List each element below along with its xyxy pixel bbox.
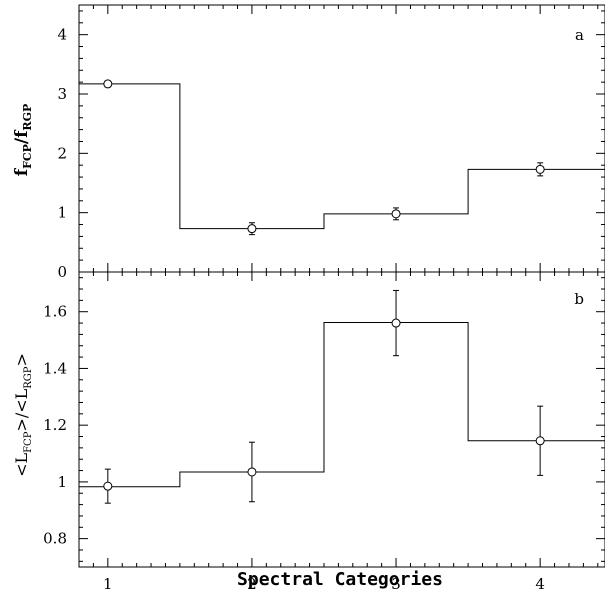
x-tick-label: 2 (247, 575, 257, 592)
x-tick-label: 1 (103, 575, 113, 592)
y-tick-label: 1 (57, 204, 67, 222)
y-tick-label: 1.2 (43, 416, 67, 434)
panel-b-frame (78, 271, 605, 568)
data-point (535, 436, 545, 446)
y-tick-label: 2 (57, 144, 67, 162)
x-axis-label: Spectral Categories (237, 569, 443, 590)
panel-a-ylabel: fFCP/fRGP (12, 104, 34, 177)
y-tick-label: 3 (57, 85, 67, 103)
data-point (247, 224, 257, 234)
panel-a-label: a (575, 26, 584, 44)
panel-a-frame (78, 4, 605, 273)
y-tick-label: 1.6 (43, 303, 67, 321)
data-point (103, 481, 113, 491)
panel-b-ylabel: <LFCP>/<LRGP> (12, 353, 34, 477)
data-point (247, 467, 257, 477)
y-tick-label: 0 (57, 263, 67, 281)
y-tick-label: 0.8 (43, 530, 67, 548)
data-point (391, 209, 401, 219)
step-line (79, 321, 605, 488)
data-point (391, 318, 401, 328)
y-tick-label: 1.4 (43, 359, 67, 377)
panel-b-label: b (574, 290, 584, 308)
y-tick-label: 4 (57, 26, 67, 44)
panel-b: 0.8 1 1.2 1.4 1.6 1 2 3 4 (43, 272, 605, 592)
step-line (79, 83, 605, 230)
data-point (103, 79, 113, 89)
y-tick-label: 1 (57, 473, 67, 491)
x-tick-label: 4 (535, 575, 545, 592)
panel-a: 0 1 2 3 4 (57, 5, 605, 281)
data-point (535, 164, 545, 174)
x-tick-label: 3 (391, 575, 401, 592)
